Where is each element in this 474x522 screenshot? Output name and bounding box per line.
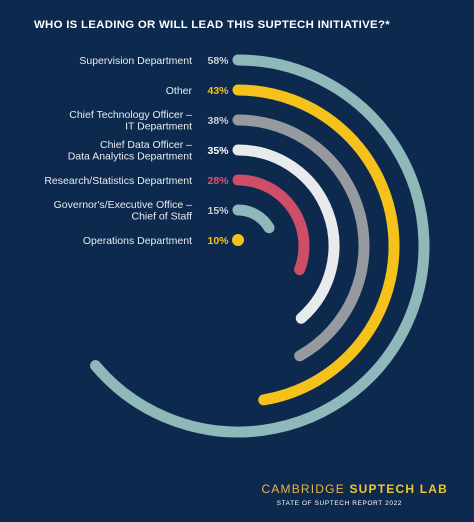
bar-2: [232, 114, 370, 362]
category-label-0: Supervision Department: [79, 55, 192, 67]
chart-title: WHO IS LEADING OR WILL LEAD THIS SUPTECH…: [34, 19, 390, 31]
category-label-3: Chief Data Officer – Data Analytics Depar…: [68, 139, 192, 163]
bar-4: [232, 174, 310, 276]
category-label-2: Chief Technology Officer – IT Department: [69, 109, 192, 133]
value-label-4: 28%: [207, 175, 229, 187]
bar-0: [90, 54, 430, 438]
value-label-2: 38%: [207, 115, 229, 127]
category-label-1: Other: [166, 85, 193, 97]
value-label-0: 58%: [207, 55, 229, 67]
value-label-5: 15%: [207, 205, 229, 217]
brand-logo: CAMBRIDGE SUPTECH LAB: [261, 482, 448, 496]
bar-5: [232, 204, 275, 234]
value-label-3: 35%: [207, 145, 229, 157]
report-subtitle: STATE OF SUPTECH REPORT 2022: [276, 500, 402, 507]
category-label-5: Governor's/Executive Office – Chief of St…: [54, 199, 193, 223]
value-label-1: 43%: [207, 85, 229, 97]
value-label-6: 10%: [207, 235, 229, 247]
category-label-6: Operations Department: [83, 235, 192, 247]
bar-3: [232, 144, 340, 324]
brand-prefix: CAMBRIDGE: [261, 482, 350, 496]
bar-6: [232, 234, 244, 246]
category-label-4: Research/Statistics Department: [44, 175, 192, 187]
brand-suffix: SUPTECH LAB: [349, 482, 448, 496]
bar-1: [232, 84, 400, 406]
